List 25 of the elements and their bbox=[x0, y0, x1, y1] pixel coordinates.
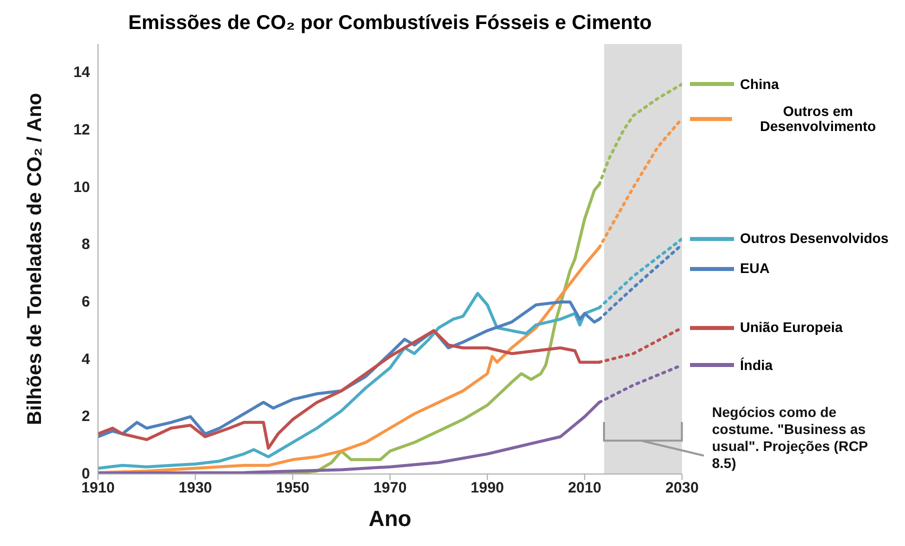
x-tick-label: 2030 bbox=[665, 480, 699, 497]
legend-label: EUA bbox=[740, 260, 770, 276]
legend-label: União Europeia bbox=[740, 319, 843, 336]
x-axis-title: Ano bbox=[368, 506, 412, 531]
y-tick-label: 10 bbox=[73, 178, 90, 196]
y-tick-label: 6 bbox=[82, 294, 90, 310]
y-tick-label: 2 bbox=[82, 408, 90, 426]
y-tick-label: 14 bbox=[73, 64, 91, 82]
chart-title: Emissões de CO₂ por Combustíveis Fósseis e Cimento bbox=[127, 12, 653, 35]
x-tick-label: 2010 bbox=[568, 480, 602, 497]
y-tick-label: 12 bbox=[73, 122, 90, 138]
y-tick-label: 0 bbox=[82, 466, 90, 482]
x-tick-label: 1990 bbox=[470, 480, 504, 497]
x-tick-label: 1930 bbox=[178, 480, 212, 497]
text: Negócios como de costume. "Business as usual". Projeções (RCP 8.5) bbox=[712, 404, 869, 472]
y-tick-label: 8 bbox=[82, 236, 90, 254]
x-tick-label: 1910 bbox=[81, 480, 115, 497]
text: Outros em Desenvolvimento bbox=[759, 102, 877, 134]
y-axis-title: Bilhões de Toneladas de CO₂ / Ano bbox=[24, 92, 46, 426]
x-tick-label: 1950 bbox=[276, 480, 310, 497]
legend-label: Outros Desenvolvidos bbox=[740, 230, 889, 246]
legend-label: Índia bbox=[740, 356, 773, 373]
legend-label: China bbox=[740, 76, 779, 92]
y-tick-label: 4 bbox=[82, 350, 91, 368]
x-tick-label: 1970 bbox=[373, 480, 407, 497]
